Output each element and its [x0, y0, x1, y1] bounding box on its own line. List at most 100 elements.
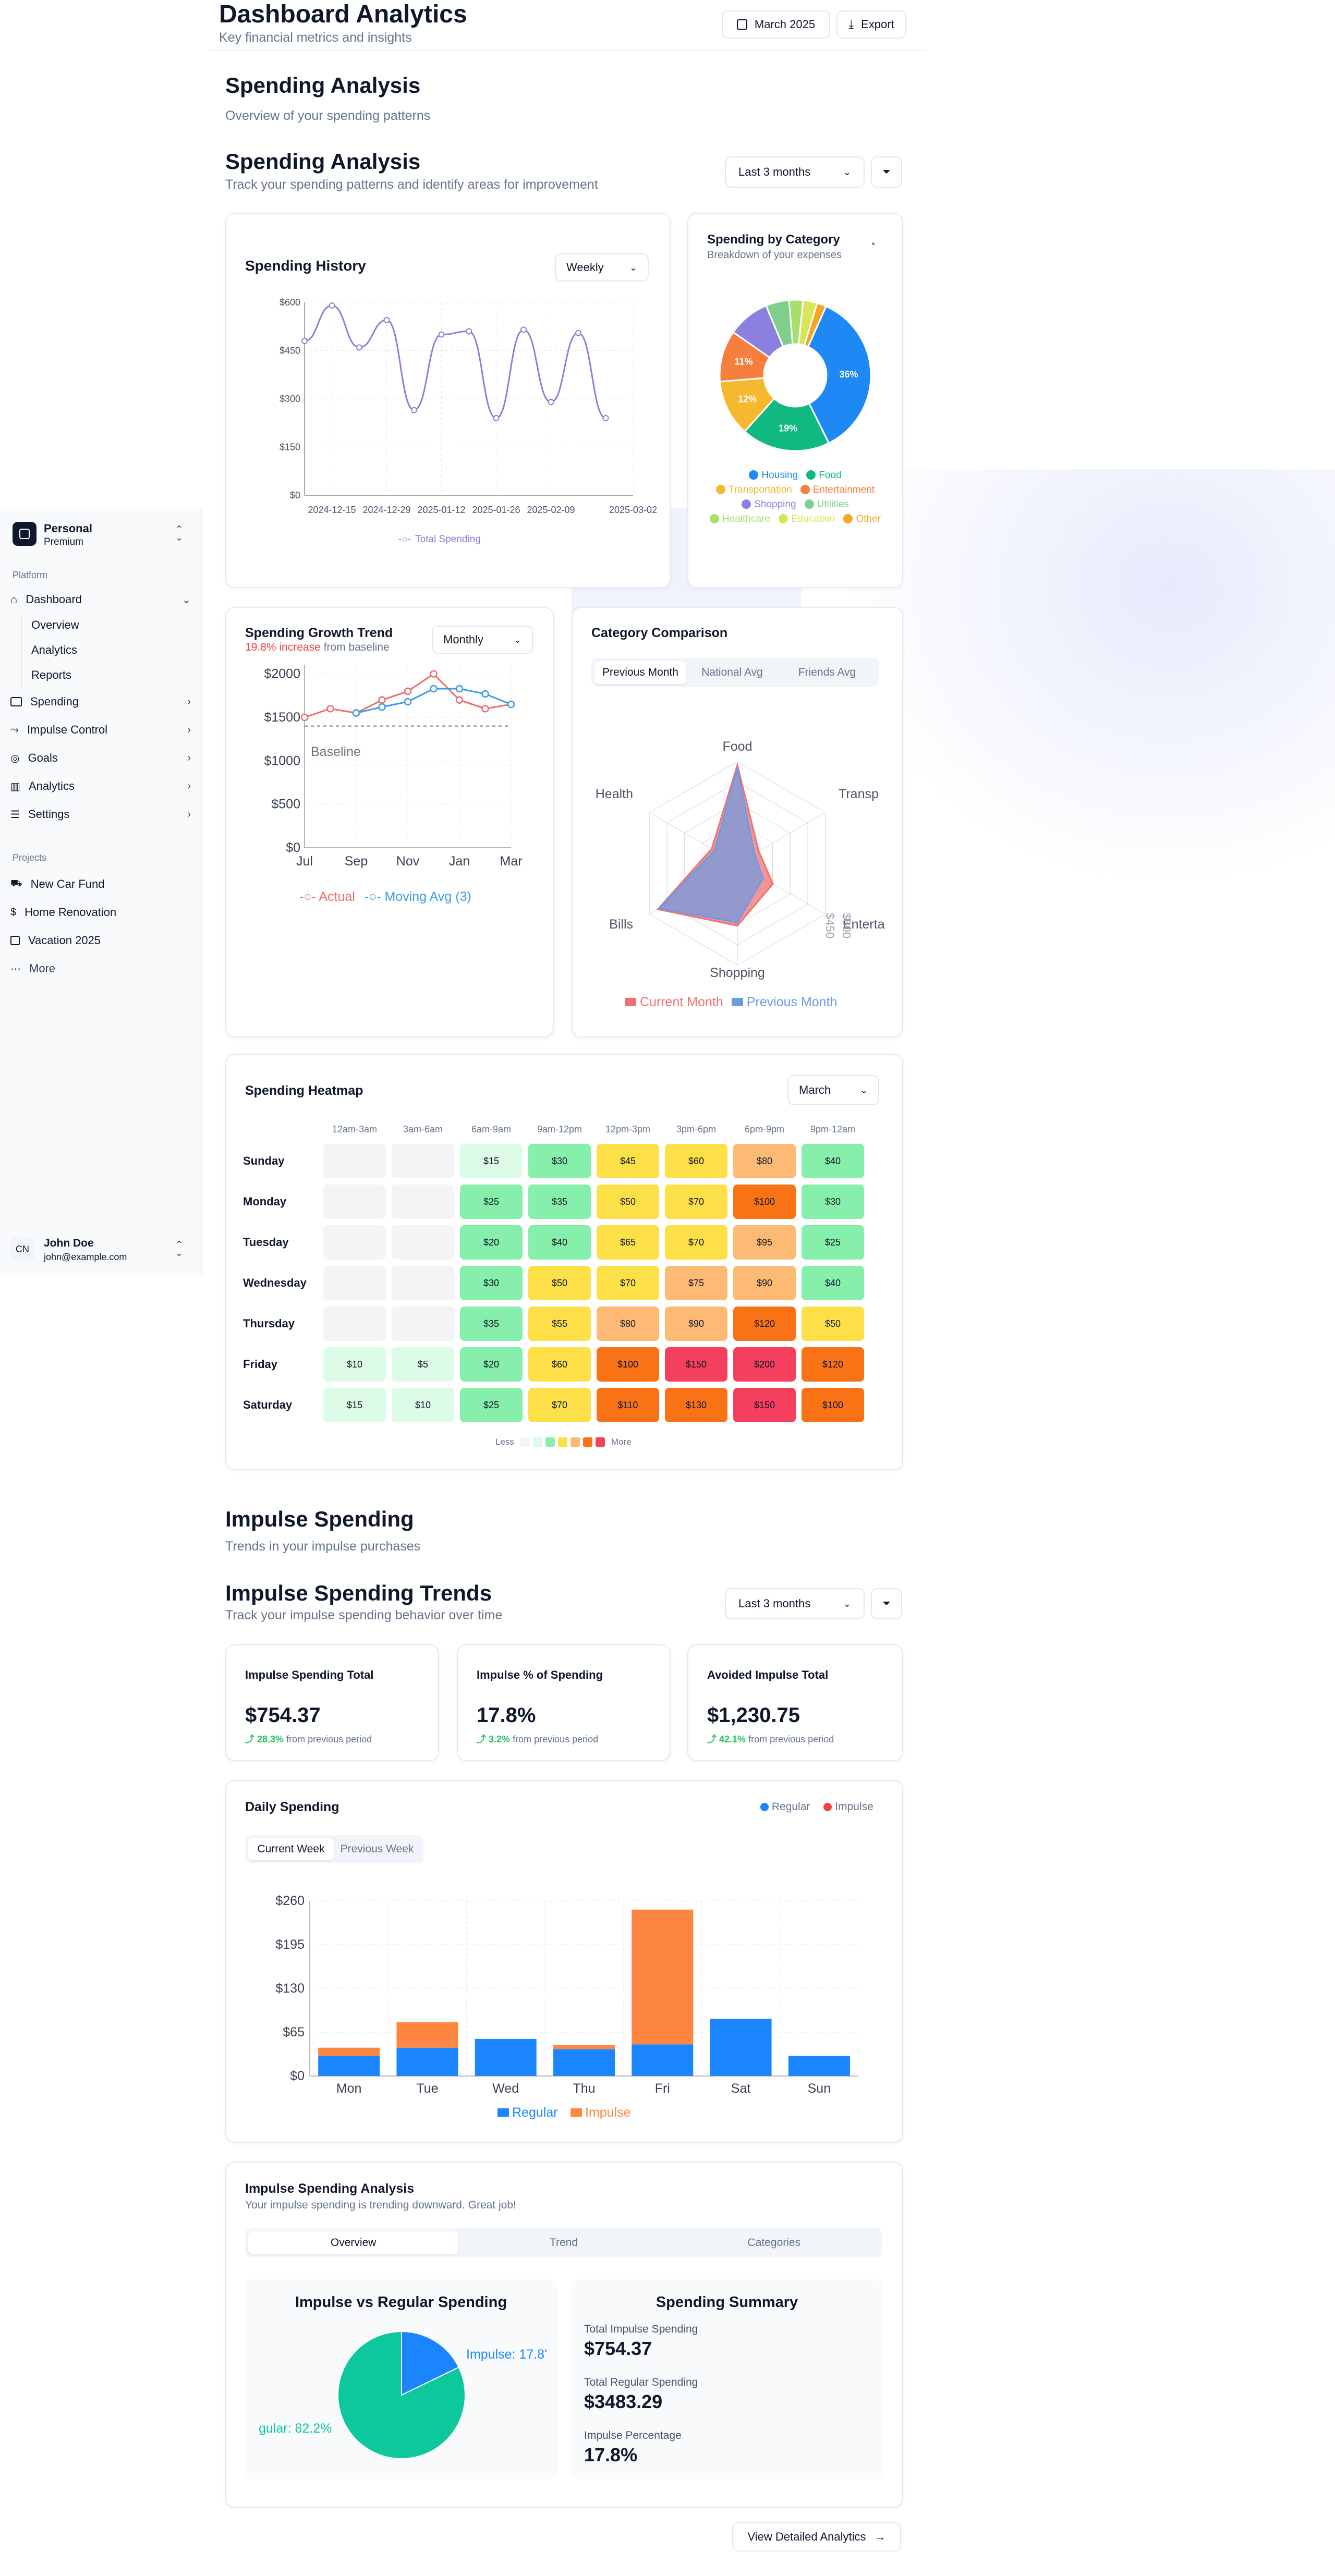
- heatmap-cell[interactable]: [323, 1185, 386, 1219]
- range-select[interactable]: Last 3 months ⌄: [725, 1588, 865, 1619]
- heatmap-cell[interactable]: $50: [597, 1185, 659, 1219]
- heatmap-cell[interactable]: $120: [802, 1347, 864, 1382]
- heatmap-cell[interactable]: $25: [460, 1185, 523, 1219]
- heatmap-cell[interactable]: $45: [597, 1144, 659, 1178]
- heatmap-cell[interactable]: $5: [392, 1347, 454, 1382]
- heatmap-cell[interactable]: $60: [665, 1144, 727, 1178]
- sidebar-item-dashboard[interactable]: ⌂ Dashboard ⌄: [10, 593, 191, 606]
- heatmap-cell[interactable]: $25: [802, 1225, 864, 1260]
- heatmap-cell[interactable]: $70: [665, 1185, 727, 1219]
- heatmap-cell[interactable]: $150: [665, 1347, 727, 1382]
- pie-chart-icon[interactable]: ◔: [869, 238, 876, 251]
- filter-button[interactable]: ⏷: [871, 156, 902, 188]
- heatmap-cell[interactable]: $90: [665, 1307, 727, 1341]
- heatmap-cell[interactable]: $100: [802, 1388, 864, 1422]
- heatmap-cell[interactable]: $20: [460, 1225, 523, 1260]
- tab-previous-month[interactable]: Previous Month: [594, 661, 686, 684]
- export-button[interactable]: ⤓ Export: [836, 10, 906, 39]
- axis-label: Bills: [609, 917, 633, 932]
- heatmap-cell[interactable]: $200: [733, 1347, 796, 1382]
- heatmap-cell[interactable]: $50: [802, 1307, 864, 1341]
- heatmap-cell[interactable]: $75: [665, 1266, 727, 1300]
- heatmap-cell[interactable]: $70: [528, 1388, 591, 1422]
- category-donut-chart: 36% 19% 12% 11%: [719, 299, 872, 452]
- bar-segment: [318, 2056, 380, 2076]
- heatmap-cell[interactable]: [323, 1307, 386, 1341]
- heatmap-cell[interactable]: $90: [733, 1266, 796, 1300]
- sidebar-item-goals[interactable]: ◎ Goals ›: [10, 751, 191, 765]
- heatmap-cell[interactable]: $15: [323, 1388, 386, 1422]
- range-select[interactable]: Last 3 months ⌄: [725, 156, 865, 188]
- tab-current-week[interactable]: Current Week: [248, 1838, 334, 1860]
- heatmap-cell[interactable]: $120: [733, 1307, 796, 1341]
- project-item-home-renovation[interactable]: $ Home Renovation: [10, 906, 116, 919]
- heatmap-cell[interactable]: [392, 1307, 454, 1341]
- heatmap-cell[interactable]: $60: [528, 1347, 591, 1382]
- heatmap-cell[interactable]: $70: [597, 1266, 659, 1300]
- tab-friends-avg[interactable]: Friends Avg: [798, 666, 856, 678]
- tab-overview[interactable]: Overview: [248, 2231, 459, 2254]
- heatmap-cell[interactable]: $35: [460, 1307, 523, 1341]
- heatmap-cell[interactable]: $55: [528, 1307, 591, 1341]
- heatmap-cell[interactable]: $30: [802, 1185, 864, 1219]
- filter-button[interactable]: ⏷: [871, 1588, 902, 1619]
- legend-swatch: [545, 1437, 555, 1447]
- filter-icon: ⏷: [882, 1597, 891, 1609]
- month-select[interactable]: March ⌄: [787, 1075, 879, 1105]
- home-icon: ⌂: [10, 593, 18, 606]
- heatmap-cell[interactable]: $30: [528, 1144, 591, 1178]
- heatmap-cell[interactable]: $150: [733, 1388, 796, 1422]
- button-label: View Detailed Analytics: [747, 2530, 866, 2543]
- heatmap-cell[interactable]: [392, 1185, 454, 1219]
- sidebar-subitem-overview[interactable]: Overview: [31, 618, 79, 631]
- legend-item: Shopping: [742, 497, 796, 512]
- sidebar-item-analytics[interactable]: ▥ Analytics ›: [10, 779, 191, 793]
- heatmap-cell[interactable]: $95: [733, 1225, 796, 1260]
- heatmap-cell[interactable]: $40: [802, 1144, 864, 1178]
- heatmap-cell[interactable]: $80: [597, 1307, 659, 1341]
- heatmap-cell[interactable]: [392, 1266, 454, 1300]
- heatmap-cell[interactable]: $100: [733, 1185, 796, 1219]
- sidebar-subitem-analytics[interactable]: Analytics: [31, 643, 78, 656]
- heatmap-cell[interactable]: $50: [528, 1266, 591, 1300]
- heatmap-cell[interactable]: [323, 1266, 386, 1300]
- heatmap-cell[interactable]: $130: [665, 1388, 727, 1422]
- heatmap-cell[interactable]: [323, 1225, 386, 1260]
- project-item-more[interactable]: ⋯ More: [10, 962, 55, 975]
- heatmap-cell[interactable]: $30: [460, 1266, 523, 1300]
- heatmap-cell[interactable]: $10: [323, 1347, 386, 1382]
- sidebar-item-impulse-control[interactable]: ⤳ Impulse Control ›: [10, 723, 191, 737]
- tab-previous-week[interactable]: Previous Week: [340, 1843, 414, 1855]
- heatmap-cell[interactable]: [392, 1225, 454, 1260]
- sidebar-subitem-reports[interactable]: Reports: [31, 668, 72, 681]
- date-picker-button[interactable]: March 2025: [722, 10, 830, 39]
- heatmap-cell[interactable]: $25: [460, 1388, 523, 1422]
- tab-national-avg[interactable]: National Avg: [701, 666, 763, 678]
- heatmap-cell[interactable]: $10: [392, 1388, 454, 1422]
- heatmap-cell[interactable]: $20: [460, 1347, 523, 1382]
- workspace-switcher[interactable]: Personal Premium ⌃ ⌄: [10, 518, 188, 550]
- heatmap-cell[interactable]: $100: [597, 1347, 659, 1382]
- sidebar-item-settings[interactable]: ☰ Settings ›: [10, 808, 191, 821]
- heatmap-cell[interactable]: $40: [528, 1225, 591, 1260]
- user-menu[interactable]: CN John Doe john@example.com ⌃ ⌄: [10, 1234, 188, 1265]
- view-detailed-analytics-button[interactable]: View Detailed Analytics →: [732, 2522, 901, 2551]
- heatmap-cell[interactable]: $80: [733, 1144, 796, 1178]
- project-item-new-car-fund[interactable]: ⛟ New Car Fund: [10, 877, 105, 891]
- project-item-vacation-2025[interactable]: Vacation 2025: [10, 934, 101, 947]
- heatmap-cell[interactable]: $40: [802, 1266, 864, 1300]
- tab-categories[interactable]: Categories: [747, 2237, 801, 2249]
- heatmap-cell[interactable]: $110: [597, 1388, 659, 1422]
- heatmap-cell[interactable]: $65: [597, 1225, 659, 1260]
- period-select[interactable]: Weekly ⌄: [555, 253, 649, 282]
- heatmap-cell[interactable]: $70: [665, 1225, 727, 1260]
- sidebar-item-spending[interactable]: Spending ›: [10, 695, 191, 709]
- heatmap-cell[interactable]: [323, 1144, 386, 1178]
- heatmap-cell[interactable]: [392, 1144, 454, 1178]
- category-radar-chart: Food Transp Enterta Shopping Bills Health $450…: [596, 739, 885, 980]
- heatmap-cell[interactable]: $15: [460, 1144, 523, 1178]
- heatmap-row-label: Wednesday: [243, 1276, 307, 1289]
- tab-trend[interactable]: Trend: [549, 2237, 578, 2249]
- heatmap-cell[interactable]: $35: [528, 1185, 591, 1219]
- period-select[interactable]: Monthly ⌄: [432, 626, 533, 654]
